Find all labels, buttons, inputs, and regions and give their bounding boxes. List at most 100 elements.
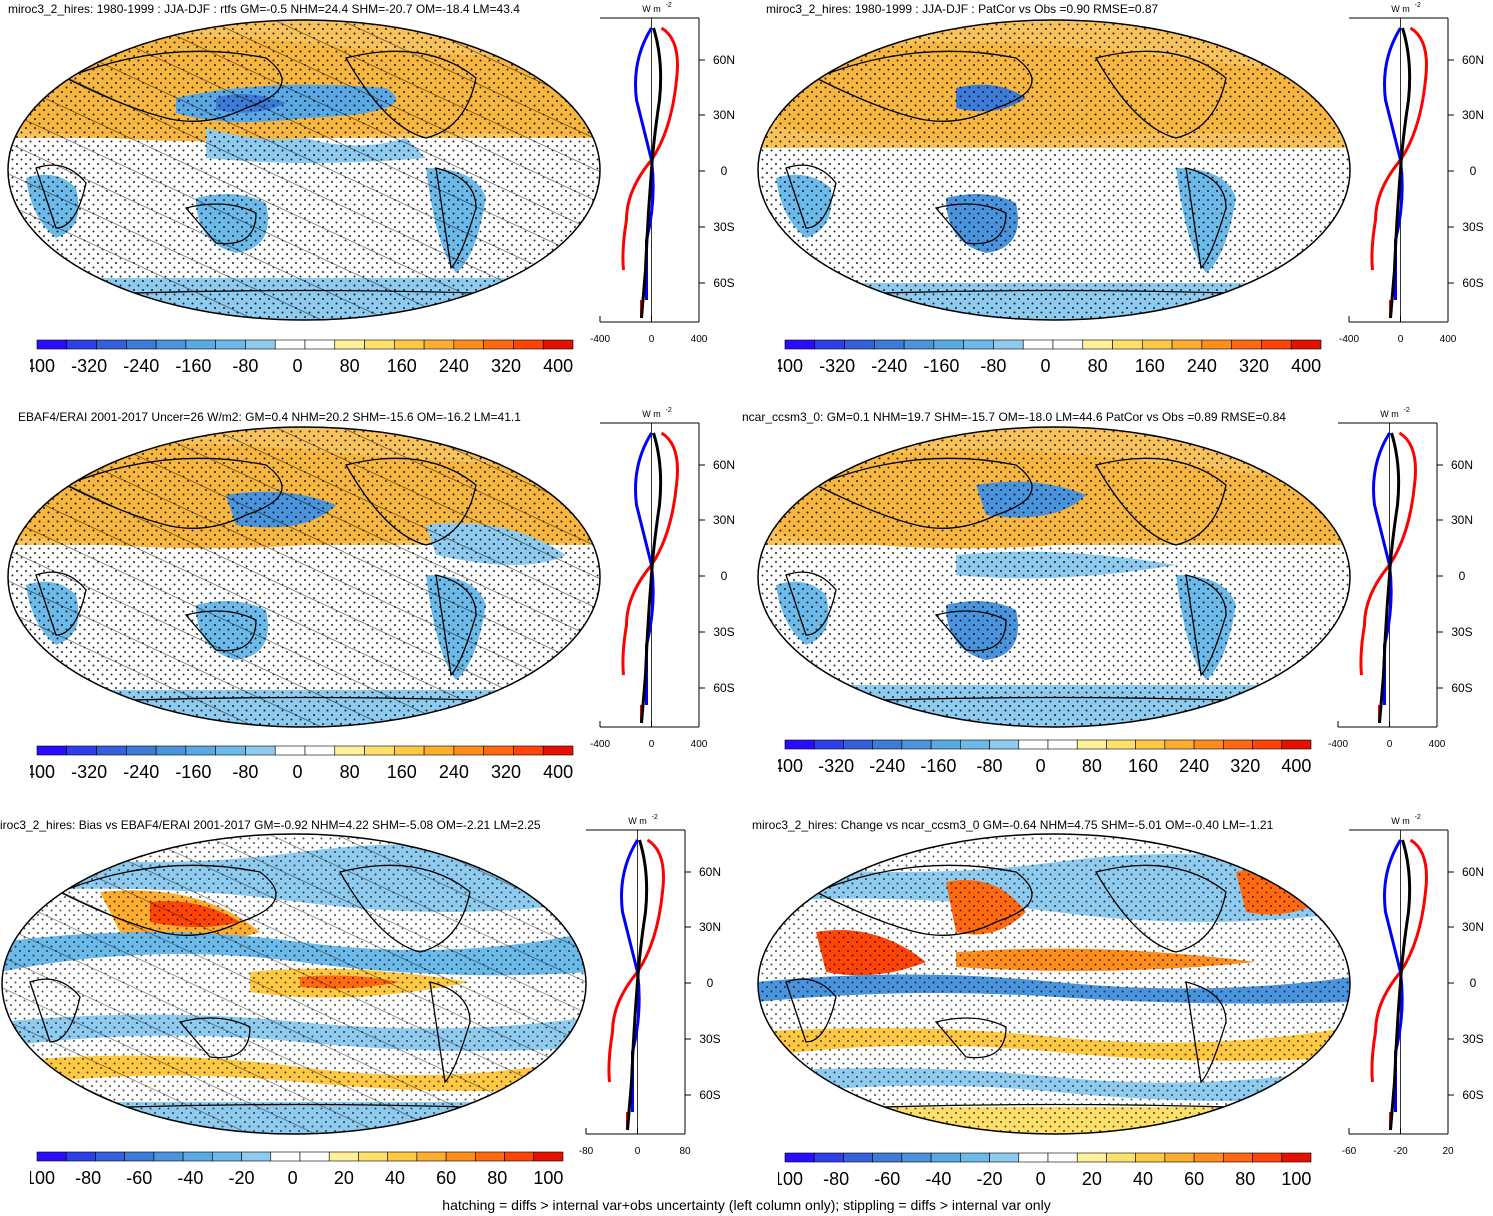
colorbar-label: -80 [232,356,258,376]
profile-lat-label: 60S [1462,1088,1483,1102]
profile-line-black [1378,432,1401,724]
profile-units-sup: -2 [652,814,658,821]
profile-lat-label: 60N [1462,53,1484,67]
colorbar-swatch [993,339,1024,350]
zonal-profile-2: -400 0 400 60N 30N 0 30S 60S W m -2 [1339,2,1484,345]
colorbar-swatch [784,339,816,350]
colorbar-swatch [1164,1152,1195,1163]
colorbar-label: 240 [439,762,469,782]
colorbar-label: 160 [387,762,417,782]
colorbar-label: 0 [293,762,303,782]
colorbar-label: 0 [293,356,303,376]
profile-x-tick-label: -400 [1339,334,1359,345]
colorbar-swatch [1052,339,1084,350]
colorbar-swatch [182,1151,213,1162]
zonal-profile-3: -400 0 400 60N 30N 0 30S 60S W m -2 [590,407,735,750]
colorbar-swatch [872,739,903,750]
colorbar-label: -320 [71,356,107,376]
colorbar-swatch [1047,739,1078,750]
profile-lat-label: 30S [1462,220,1483,234]
colorbar-label: -20 [977,1169,1003,1189]
map-panel-4 [757,426,1351,728]
colorbar-swatch [930,1152,961,1163]
colorbar-label: 80 [487,1168,507,1188]
map-panel-5 [1,833,587,1135]
zonal-profile-6: -60 -20 20 60N 30N 0 30S 60S W m -2 [1342,814,1484,1157]
colorbar-1: -400 -320 -240 -160 -80 0 80 160 240 320 400 [30,339,574,376]
colorbar-swatch [1171,339,1203,350]
profile-units-sup: -2 [1415,814,1421,821]
colorbar-label: -40 [177,1168,203,1188]
zonal-profile-1: -400 0 400 60N 30N 0 30S 60S W m -2 [590,2,735,345]
colorbar-swatch [1261,339,1292,350]
colorbar-swatch [299,1151,330,1162]
colorbar-swatch [304,339,336,350]
colorbar-swatch [1018,1152,1049,1163]
profile-x-tick-label: 400 [1429,739,1446,750]
colorbar-label: -20 [229,1168,255,1188]
colorbar-swatch [1076,739,1107,750]
profile-line-black [640,27,663,319]
profile-line-blue [634,432,655,705]
colorbar-swatch [1164,739,1195,750]
colorbar-label: -240 [869,756,905,776]
colorbar-swatch [901,739,932,750]
colorbar-label: 320 [1230,756,1260,776]
colorbar-label: 20 [1082,1169,1102,1189]
colorbar-label: 0 [1036,756,1046,776]
colorbar-label: -320 [818,756,854,776]
profile-lat-label: 60S [1462,276,1483,290]
profile-x-tick-label: 0 [649,739,655,750]
colorbar-swatch [513,339,544,350]
colorbar-swatch [1223,1152,1253,1163]
colorbar-swatch [813,739,844,750]
colorbar-label: 0 [288,1168,298,1188]
profile-lat-label: 30N [713,108,735,122]
colorbar-label: 100 [1281,1169,1311,1189]
profile-x-tick-label: -400 [590,334,610,345]
colorbar-label: 160 [1135,356,1165,376]
profile-lat-label: 30N [1462,920,1484,934]
colorbar-label: 40 [385,1168,405,1188]
colorbar-swatch [126,745,157,756]
colorbar-swatch [155,339,187,350]
colorbar-label: 400 [543,762,573,782]
profile-x-tick-label: -60 [1342,1146,1357,1157]
colorbar-label: 400 [1291,356,1321,376]
profile-lat-label: 0 [721,164,728,178]
colorbar-swatch [843,1152,873,1163]
profile-line-black [1389,839,1412,1131]
profile-x-tick-label: -80 [579,1146,594,1157]
colorbar-4: -400 -320 -240 -160 -80 0 80 160 240 320 400 [778,739,1311,776]
colorbar-swatch [1290,339,1322,350]
profile-lat-label: 0 [1470,976,1477,990]
map-panel-3 [7,426,601,728]
colorbar-label: -80 [232,762,258,782]
profile-lat-label: 30S [1462,1032,1483,1046]
colorbar-swatch [872,1152,903,1163]
profile-line-blue [1372,432,1393,705]
colorbar-swatch [270,1151,301,1162]
colorbar-swatch [533,1151,564,1162]
profile-line-blue [620,839,641,1112]
colorbar-swatch [358,1151,388,1162]
panel-title-3: EBAF4/ERAI 2001-2017 Uncer=26 W/m2: GM=0… [18,410,521,424]
colorbar-swatch [96,339,127,350]
colorbar-swatch [36,339,68,350]
colorbar-label: -80 [823,1169,849,1189]
profile-units: W m [1391,816,1410,826]
colorbar-swatch [1193,739,1224,750]
colorbar-swatch [304,745,336,756]
profile-x-tick-label: 80 [679,1146,691,1157]
colorbar-swatch [844,339,875,350]
panel-title-5: iroc3_2_hires: Bias vs EBAF4/ERAI 2001-2… [0,818,541,832]
colorbar-swatch [513,745,544,756]
colorbar-label: 80 [1088,356,1108,376]
panel-title-1: miroc3_2_hires: 1980-1999 : JJA-DJF : rt… [8,2,520,16]
colorbar-label: 240 [1179,756,1209,776]
profile-lat-label: 30S [713,625,734,639]
colorbar-swatch [1076,1152,1107,1163]
map-panel-6 [757,833,1351,1135]
profile-line-black [626,839,649,1131]
colorbar-label: 80 [340,762,360,782]
